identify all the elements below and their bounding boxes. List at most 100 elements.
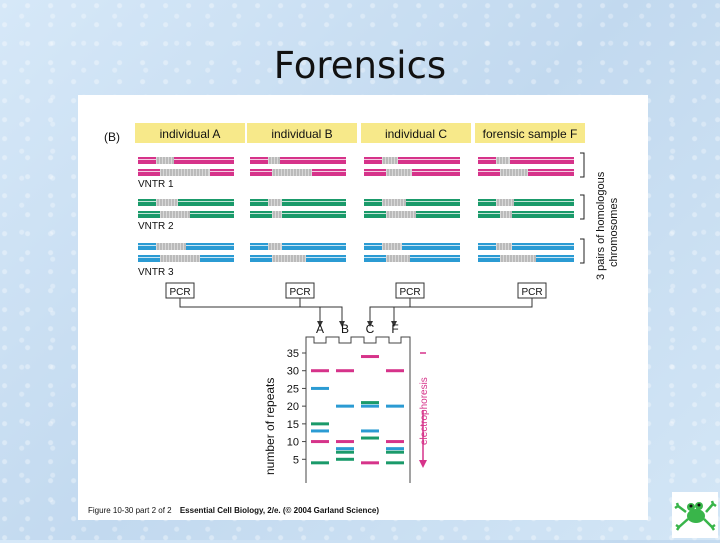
gel-band: [386, 440, 404, 444]
gel-lane-label: B: [341, 322, 349, 336]
individual-label: individual B: [271, 127, 332, 141]
individual-label-box: [475, 123, 585, 143]
chromosome-bar: [478, 243, 574, 250]
forensics-figure: (B) individual A individual B individual C…: [78, 95, 648, 520]
gel-band: [361, 355, 379, 359]
gel-lane-label: A: [316, 322, 324, 336]
gel-band: [386, 450, 404, 454]
gel-tick-label: 35: [287, 348, 299, 360]
vntr-repeat-block: [496, 199, 514, 206]
gel-band: [386, 369, 404, 373]
gel-band: [311, 440, 329, 444]
gel-band: [386, 404, 404, 408]
vntr-repeat-block: [160, 169, 210, 176]
electrophoresis-label: electrophoresis: [419, 377, 430, 445]
vntr-repeat-block: [382, 199, 406, 206]
arrow-head: [391, 321, 397, 327]
gel-band: [336, 447, 354, 451]
chromosome-bar: [364, 199, 460, 206]
vntr-repeat-block: [268, 243, 282, 250]
electrophoresis-arrow: [419, 352, 427, 468]
gel-band: [386, 447, 404, 451]
gel-band: [336, 369, 354, 373]
individual-label: forensic sample F: [483, 127, 578, 141]
vntr-label-1: VNTR 1: [138, 179, 174, 190]
caption-main: Essential Cell Biology, 2/e. (© 2004 Gar…: [180, 506, 379, 515]
panel-label: (B): [104, 130, 120, 144]
caption-prefix: Figure 10-30 part 2 of 2: [88, 506, 172, 515]
vntr-repeat-block: [268, 157, 280, 164]
gel-tick-label: 10: [287, 437, 299, 449]
vntr-repeat-block: [156, 243, 186, 250]
pcr-arrow: [369, 298, 411, 323]
gel-band: [386, 461, 404, 465]
vntr-repeat-block: [382, 243, 402, 250]
arrow-head: [339, 321, 345, 327]
gel-band: [361, 429, 379, 433]
homologous-label-line2: chromosomes: [608, 197, 620, 267]
figure-canvas: (B) individual A individual B individual C…: [88, 123, 620, 515]
vntr-repeat-block: [386, 255, 410, 262]
arrow-head: [367, 321, 373, 327]
gel-band: [361, 401, 379, 405]
svg-text:Figure 10-30 part 2 of 2: Figure 10-30 part 2 of 2 Essential Cell …: [88, 506, 379, 515]
pair-bracket: [580, 238, 585, 264]
vntr-label-2: VNTR 2: [138, 221, 174, 232]
chromosome-bar: [138, 157, 234, 164]
chromosome-bar: [138, 199, 234, 206]
pcr-label: PCR: [399, 287, 420, 298]
vntr-label-3: VNTR 3: [138, 267, 174, 278]
individual-label: individual A: [160, 127, 221, 141]
vntr-repeat-block: [156, 157, 174, 164]
gel-band: [361, 436, 379, 440]
gel-tick-label: 5: [293, 454, 299, 466]
chromosome-bar: [364, 255, 460, 262]
gel-outline: [305, 336, 411, 483]
individual-label: individual C: [385, 127, 447, 141]
chromosome-bar: [250, 157, 346, 164]
homologous-label-line1: 3 pairs of homologous: [595, 171, 607, 280]
chromosome-bar: [364, 243, 460, 250]
gel-tick-label: 20: [287, 401, 299, 413]
vntr-repeat-block: [268, 199, 282, 206]
chromosome-bar: [250, 243, 346, 250]
slide-title: Forensics: [273, 44, 447, 87]
gel-lane-label: C: [366, 322, 375, 336]
pair-bracket: [580, 152, 585, 178]
chromosome-bar: [364, 157, 460, 164]
vntr-repeat-block: [500, 211, 512, 218]
gel-band: [311, 422, 329, 426]
individual-label-box: [361, 123, 471, 143]
chromosome-bar: [250, 211, 346, 218]
gel-band: [311, 369, 329, 373]
individual-label-box: [135, 123, 245, 143]
chromosome-bar: [478, 157, 574, 164]
pcr-arrow: [393, 298, 533, 323]
gel-lane-label: F: [391, 322, 398, 336]
pcr-arrow: [299, 298, 343, 323]
pcr-label: PCR: [521, 287, 542, 298]
arrow-head: [317, 321, 323, 327]
vntr-repeat-block: [160, 211, 190, 218]
gel-band: [311, 461, 329, 465]
gel-band: [361, 461, 379, 465]
gel-tick-label: 15: [287, 419, 299, 431]
vntr-repeat-block: [496, 157, 510, 164]
gel-band: [311, 429, 329, 433]
gel-band: [361, 404, 379, 408]
individual-label-box: [247, 123, 357, 143]
gel-band: [336, 450, 354, 454]
gel-tick-label: 25: [287, 383, 299, 395]
gel-band: [336, 440, 354, 444]
pcr-label: PCR: [169, 287, 190, 298]
chromosome-bar: [250, 199, 346, 206]
gel-band: [336, 457, 354, 461]
frog-logo: [672, 492, 718, 538]
gel-tick-label: 30: [287, 366, 299, 378]
chromosome-bar: [478, 199, 574, 206]
pcr-arrow: [179, 298, 321, 323]
vntr-repeat-block: [386, 211, 416, 218]
vntr-repeat-block: [500, 255, 536, 262]
vntr-repeat-block: [386, 169, 412, 176]
chromosome-bar: [478, 211, 574, 218]
